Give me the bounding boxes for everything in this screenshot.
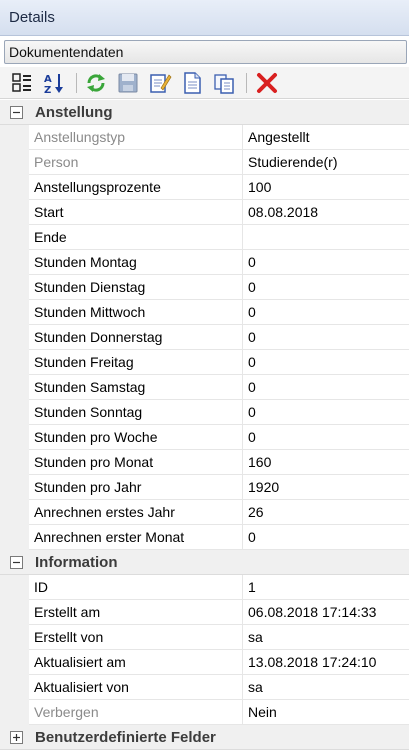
property-value[interactable]: sa xyxy=(248,679,263,695)
toolbar-separator xyxy=(76,73,77,93)
property-value[interactable]: 0 xyxy=(248,254,256,270)
property-value[interactable]: 0 xyxy=(248,379,256,395)
new-document-icon[interactable] xyxy=(180,71,204,95)
toolbar-separator xyxy=(246,73,247,93)
property-label: Start xyxy=(29,200,243,225)
property-row[interactable]: Start 08.08.2018 xyxy=(0,200,409,225)
property-row[interactable]: Stunden Samstag 0 xyxy=(0,375,409,400)
collapse-icon[interactable] xyxy=(10,556,23,569)
property-label: Anstellungsprozente xyxy=(29,175,243,200)
property-label: Stunden Mittwoch xyxy=(29,300,243,325)
property-label: Stunden Sonntag xyxy=(29,400,243,425)
property-row[interactable]: ID 1 xyxy=(0,575,409,600)
section-title: Benutzerdefinierte Felder xyxy=(35,729,216,746)
svg-text:A: A xyxy=(44,74,52,85)
property-row[interactable]: Stunden pro Jahr 1920 xyxy=(0,475,409,500)
property-label: Stunden pro Monat xyxy=(29,450,243,475)
categorized-view-icon[interactable] xyxy=(10,71,34,95)
document-selector[interactable]: Dokumentendaten xyxy=(4,40,407,64)
section-header-information[interactable]: Information xyxy=(0,550,409,575)
property-row[interactable]: Erstellt am 06.08.2018 17:14:33 xyxy=(0,600,409,625)
property-value[interactable]: 06.08.2018 17:14:33 xyxy=(248,604,377,620)
property-row[interactable]: Aktualisiert am 13.08.2018 17:24:10 xyxy=(0,650,409,675)
expand-icon[interactable] xyxy=(10,731,23,744)
property-row[interactable]: Person Studierende(r) xyxy=(0,150,409,175)
property-value[interactable]: Nein xyxy=(248,704,277,720)
property-row[interactable]: Stunden Freitag 0 xyxy=(0,350,409,375)
property-row[interactable]: Verbergen Nein xyxy=(0,700,409,725)
property-label: ID xyxy=(29,575,243,600)
property-row[interactable]: Stunden pro Woche 0 xyxy=(0,425,409,450)
property-label: Erstellt am xyxy=(29,600,243,625)
property-label: Anstellungstyp xyxy=(29,125,243,150)
property-label: Anrechnen erster Monat xyxy=(29,525,243,550)
toolbar: A Z xyxy=(0,67,409,99)
property-row[interactable]: Stunden pro Monat 160 xyxy=(0,450,409,475)
property-value[interactable]: 1 xyxy=(248,579,256,595)
property-value[interactable]: 26 xyxy=(248,504,264,520)
section-header-benutzerdefinierte-felder[interactable]: Benutzerdefinierte Felder xyxy=(0,725,409,750)
property-row[interactable]: Stunden Montag 0 xyxy=(0,250,409,275)
property-row[interactable]: Stunden Donnerstag 0 xyxy=(0,325,409,350)
section-header-anstellung[interactable]: Anstellung xyxy=(0,100,409,125)
refresh-icon[interactable] xyxy=(84,71,108,95)
property-label: Person xyxy=(29,150,243,175)
property-label: Aktualisiert von xyxy=(29,675,243,700)
property-value[interactable]: 0 xyxy=(248,329,256,345)
property-value[interactable]: 100 xyxy=(248,179,272,195)
property-label: Stunden pro Jahr xyxy=(29,475,243,500)
property-label: Stunden Samstag xyxy=(29,375,243,400)
property-value[interactable]: 1920 xyxy=(248,479,280,495)
property-label: Aktualisiert am xyxy=(29,650,243,675)
delete-icon[interactable] xyxy=(255,71,279,95)
save-icon[interactable] xyxy=(116,71,140,95)
section-title: Anstellung xyxy=(35,104,113,121)
property-value[interactable]: Angestellt xyxy=(248,129,310,145)
property-row[interactable]: Stunden Sonntag 0 xyxy=(0,400,409,425)
property-row[interactable]: Stunden Mittwoch 0 xyxy=(0,300,409,325)
property-value[interactable]: 0 xyxy=(248,354,256,370)
property-row[interactable]: Stunden Dienstag 0 xyxy=(0,275,409,300)
property-label: Erstellt von xyxy=(29,625,243,650)
property-value[interactable] xyxy=(243,225,409,250)
property-value[interactable]: 0 xyxy=(248,304,256,320)
property-label: Stunden Donnerstag xyxy=(29,325,243,350)
collapse-icon[interactable] xyxy=(10,106,23,119)
copy-icon[interactable] xyxy=(212,71,236,95)
property-value[interactable]: 08.08.2018 xyxy=(248,204,319,220)
edit-icon[interactable] xyxy=(148,71,172,95)
property-value[interactable]: Studierende(r) xyxy=(248,154,338,170)
property-row[interactable]: Aktualisiert von sa xyxy=(0,675,409,700)
property-label: Ende xyxy=(29,225,243,250)
property-row[interactable]: Erstellt von sa xyxy=(0,625,409,650)
property-value[interactable]: 0 xyxy=(248,429,256,445)
property-grid: Anstellung Anstellungstyp Angestellt Pers… xyxy=(0,100,409,750)
property-row[interactable]: Ende xyxy=(0,225,409,250)
property-value[interactable]: 160 xyxy=(248,454,272,470)
property-row[interactable]: Anrechnen erstes Jahr 26 xyxy=(0,500,409,525)
property-value[interactable]: 0 xyxy=(248,529,256,545)
sort-alphabetical-icon[interactable]: A Z xyxy=(42,71,66,95)
property-label: Anrechnen erstes Jahr xyxy=(29,500,243,525)
property-value[interactable]: 13.08.2018 17:24:10 xyxy=(248,654,377,670)
property-label: Verbergen xyxy=(29,700,243,725)
property-label: Stunden Freitag xyxy=(29,350,243,375)
property-row[interactable]: Anstellungstyp Angestellt xyxy=(0,125,409,150)
property-value[interactable]: sa xyxy=(248,629,263,645)
property-row[interactable]: Anrechnen erster Monat 0 xyxy=(0,525,409,550)
property-label: Stunden Dienstag xyxy=(29,275,243,300)
property-label: Stunden pro Woche xyxy=(29,425,243,450)
panel-title: Details xyxy=(0,0,409,36)
property-value[interactable]: 0 xyxy=(248,279,256,295)
property-row[interactable]: Anstellungsprozente 100 xyxy=(0,175,409,200)
svg-text:Z: Z xyxy=(44,85,51,95)
section-title: Information xyxy=(35,554,118,571)
property-value[interactable]: 0 xyxy=(248,404,256,420)
property-label: Stunden Montag xyxy=(29,250,243,275)
